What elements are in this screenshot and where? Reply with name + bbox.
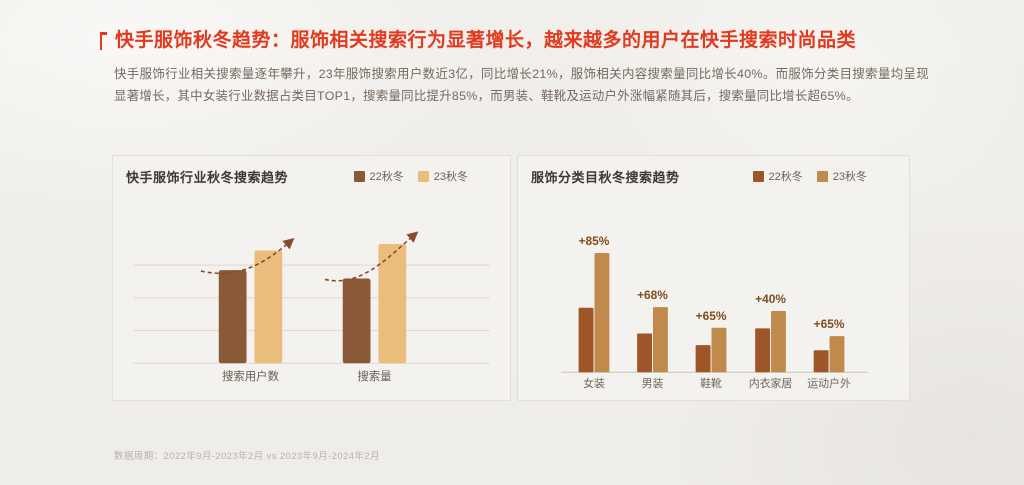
- legend-swatch-23: [816, 170, 828, 182]
- category-search-trend-chart: 女装 +85% 男装 +68% 鞋靴 +65% 内衣家居 +40% 运动户外 +65%: [518, 156, 909, 400]
- page-header: 快手服饰秋冬趋势：服饰相关搜索行为显著增长，越来越多的用户在快手搜索时尚品类 快…: [99, 29, 960, 107]
- category-label: 搜索量: [357, 369, 391, 383]
- growth-annotation: +40%: [755, 292, 786, 306]
- bar-23秋冬: [594, 252, 610, 373]
- growth-annotation: +85%: [579, 234, 610, 248]
- legend-item: 23秋冬: [417, 168, 468, 184]
- bar-22秋冬: [813, 350, 829, 373]
- page-title: 快手服饰秋冬趋势：服饰相关搜索行为显著增长，越来越多的用户在快手搜索时尚品类: [115, 30, 857, 51]
- legend-item: 23秋冬: [816, 168, 867, 184]
- legend-item: 22秋冬: [752, 168, 803, 184]
- title-row: 快手服饰秋冬趋势：服饰相关搜索行为显著增长，越来越多的用户在快手搜索时尚品类: [99, 29, 960, 53]
- category-chart-title: 服饰分类目秋冬搜索趋势: [531, 170, 680, 185]
- bar-23秋冬: [254, 250, 283, 364]
- growth-annotation: +68%: [637, 288, 668, 302]
- trend-arrow: [324, 231, 419, 282]
- industry-search-trend-chart: 搜索用户数 搜索量: [113, 156, 510, 400]
- bar-22秋冬: [637, 333, 653, 373]
- industry-chart-title: 快手服饰行业秋冬搜索趋势: [126, 170, 289, 185]
- bar-22秋冬: [755, 328, 771, 373]
- bar-22秋冬: [695, 345, 711, 373]
- growth-annotation: +65%: [814, 317, 845, 331]
- data-period-footnote: 数据周期：2022年9月-2023年2月 vs 2023年9月-2024年2月: [114, 451, 380, 462]
- bar-22秋冬: [218, 270, 247, 364]
- category-search-trend-card: 服饰分类目秋冬搜索趋势 22秋冬 23秋冬 女装 +85% 男装 +68% 鞋靴 +65%…: [517, 155, 910, 401]
- legend-swatch-22: [353, 170, 365, 182]
- page-description: 快手服饰行业相关搜索量逐年攀升，23年服饰搜索用户数近3亿，同比增长21%，服饰…: [114, 67, 929, 103]
- legend-swatch-23: [417, 170, 429, 182]
- industry-chart-legend: 22秋冬 23秋冬: [353, 168, 468, 184]
- bar-22秋冬: [342, 278, 371, 364]
- legend-label-22: 22秋冬: [369, 171, 404, 183]
- category-label: 搜索用户数: [222, 369, 280, 383]
- category-label: 女装: [583, 376, 605, 390]
- growth-annotation: +65%: [696, 309, 727, 323]
- title-bracket-icon: [99, 32, 109, 50]
- legend-item: 22秋冬: [353, 168, 404, 184]
- bar-23秋冬: [829, 336, 845, 373]
- category-label: 鞋靴: [700, 376, 722, 390]
- legend-label-22: 22秋冬: [768, 171, 803, 183]
- bar-23秋冬: [771, 310, 786, 373]
- bar-23秋冬: [652, 307, 668, 373]
- bar-22秋冬: [578, 307, 594, 373]
- category-label: 运动户外: [807, 376, 851, 390]
- category-label: 男装: [642, 377, 664, 390]
- industry-search-trend-card: 快手服饰行业秋冬搜索趋势 22秋冬 23秋冬 搜索用户数 搜索量: [112, 155, 511, 401]
- legend-swatch-22: [752, 170, 764, 182]
- trend-arrow: [200, 237, 295, 275]
- bar-23秋冬: [378, 243, 407, 364]
- category-label: 内衣家居: [749, 376, 793, 390]
- bar-23秋冬: [711, 327, 727, 373]
- legend-label-23: 23秋冬: [433, 171, 468, 183]
- legend-label-23: 23秋冬: [832, 171, 867, 183]
- category-chart-legend: 22秋冬 23秋冬: [752, 168, 867, 184]
